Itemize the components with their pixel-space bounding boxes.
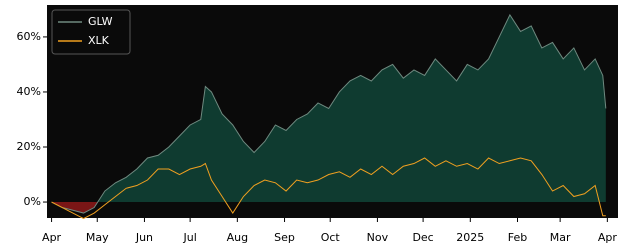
line [51,13,607,214]
y-tick-label: 60% [17,30,41,43]
x-tick-label: Apr [42,231,62,244]
x-tick-label: May [86,231,109,244]
x-tick-label: Feb [508,231,527,244]
y-tick-label: 40% [17,85,41,98]
x-tick-label: 2025 [456,231,484,244]
x-tick-label: Apr [598,231,618,244]
x-tick-label: Aug [227,231,248,244]
legend-label: XLK [88,34,110,47]
x-tick-label: Mar [550,231,571,244]
y-tick-label: 20% [17,140,41,153]
line [51,157,606,220]
x-tick-label: Sep [274,231,295,244]
x-tick-label: Nov [367,231,389,244]
x-tick-label: Dec [412,231,433,244]
legend-label: GLW [88,15,113,28]
area-above [97,14,606,203]
legend-box [51,9,131,55]
x-tick-label: Jul [182,231,196,244]
x-tick-label: Oct [321,231,341,244]
x-tick-label: Jun [135,231,153,244]
y-tick-label: 0% [24,195,41,208]
